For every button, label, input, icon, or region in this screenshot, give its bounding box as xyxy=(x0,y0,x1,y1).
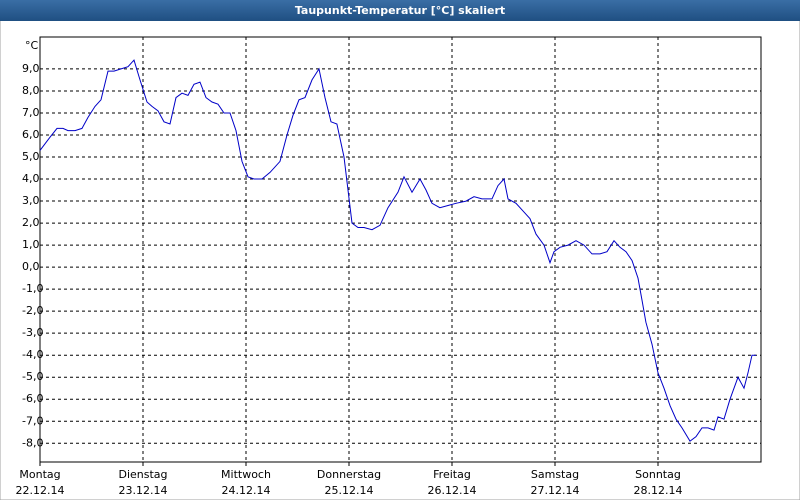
y-tick-label: 6,0 xyxy=(22,128,40,141)
y-tick-label: 2,0 xyxy=(22,216,40,229)
y-tick-label: -1,0 xyxy=(22,282,43,295)
x-tick-date: 25.12.14 xyxy=(325,484,374,497)
x-tick-label: Montag xyxy=(19,468,60,481)
title-bar xyxy=(0,0,800,21)
y-tick-label: 1,0 xyxy=(22,238,40,251)
plot-frame xyxy=(39,36,762,463)
x-tick-date: 22.12.14 xyxy=(16,484,65,497)
x-tick-date: 26.12.14 xyxy=(428,484,477,497)
y-tick-label: -6,0 xyxy=(22,392,43,405)
x-tick-date: 28.12.14 xyxy=(634,484,683,497)
y-unit: °C xyxy=(25,39,39,52)
y-tick-label: -5,0 xyxy=(22,370,43,383)
y-tick-label: -7,0 xyxy=(22,414,43,427)
y-tick-label: 5,0 xyxy=(22,150,40,163)
x-tick-date: 23.12.14 xyxy=(119,484,168,497)
x-tick-label: Mittwoch xyxy=(221,468,271,481)
x-tick-label: Freitag xyxy=(433,468,471,481)
y-tick-label: 8,0 xyxy=(22,84,40,97)
y-tick-label: 9,0 xyxy=(22,62,40,75)
x-tick-label: Sonntag xyxy=(635,468,681,481)
y-tick-label: 4,0 xyxy=(22,172,40,185)
y-tick-label: -2,0 xyxy=(22,304,43,317)
x-tick-date: 24.12.14 xyxy=(222,484,271,497)
x-tick-date: 27.12.14 xyxy=(531,484,580,497)
y-tick-label: 7,0 xyxy=(22,106,40,119)
data-line xyxy=(39,59,756,442)
y-tick-label: 0,0 xyxy=(22,260,40,273)
y-tick-label: -3,0 xyxy=(22,326,43,339)
y-tick-label: 3,0 xyxy=(22,194,40,207)
x-tick-label: Dienstag xyxy=(118,468,167,481)
x-tick-label: Samstag xyxy=(531,468,579,481)
x-tick-label: Donnerstag xyxy=(317,468,381,481)
y-tick-label: -4,0 xyxy=(22,348,43,361)
y-tick-label: -8,0 xyxy=(22,436,43,449)
chart-title: Taupunkt-Temperatur [°C] skaliert xyxy=(295,4,505,17)
